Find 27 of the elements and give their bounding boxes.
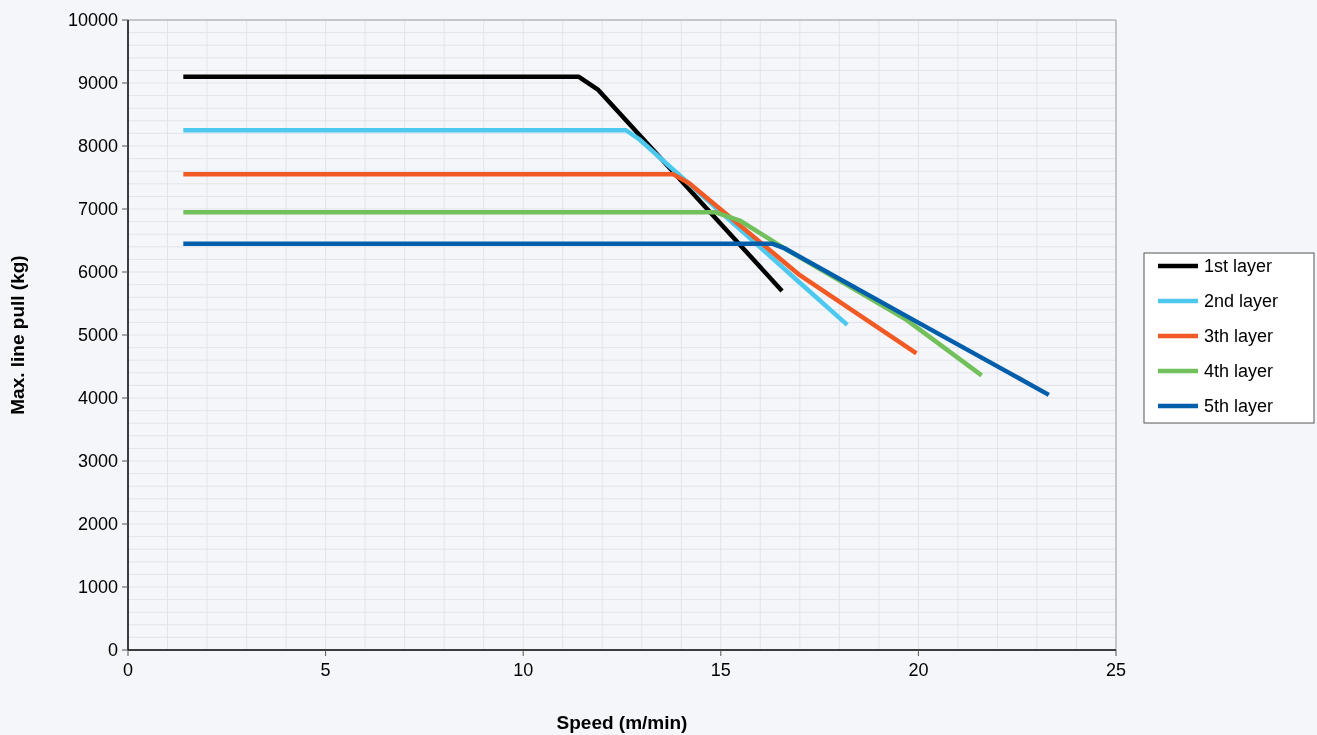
y-tick-label: 10000 bbox=[67, 10, 118, 31]
y-tick-label: 9000 bbox=[77, 73, 118, 94]
x-axis-title: Speed (m/min) bbox=[556, 712, 688, 733]
y-tick-label: 1000 bbox=[77, 577, 118, 598]
y-tick-label: 3000 bbox=[77, 451, 118, 472]
x-tick-label: 10 bbox=[513, 660, 534, 680]
y-tick-label: 7000 bbox=[77, 199, 118, 220]
x-tick-label: 20 bbox=[908, 660, 929, 680]
y-tick-label: 4000 bbox=[77, 388, 118, 409]
y-axis-title: Max. line pull (kg) bbox=[7, 255, 28, 415]
legend-label: 4th layer bbox=[1204, 361, 1274, 382]
legend-label: 5th layer bbox=[1204, 396, 1274, 417]
y-tick-label: 0 bbox=[107, 640, 118, 661]
y-tick-label: 5000 bbox=[77, 325, 118, 346]
x-tick-label: 25 bbox=[1105, 660, 1127, 680]
line-series bbox=[181, 128, 850, 328]
legend-label: 2nd layer bbox=[1204, 291, 1279, 312]
legend-label: 3th layer bbox=[1204, 326, 1274, 347]
line-series bbox=[181, 241, 1052, 398]
x-tick-label: 15 bbox=[710, 660, 731, 680]
y-tick-label: 2000 bbox=[77, 514, 118, 535]
y-tick-label: 8000 bbox=[77, 136, 118, 157]
line-series bbox=[181, 172, 919, 356]
y-tick-label: 6000 bbox=[77, 262, 118, 283]
x-tick-label: 5 bbox=[320, 660, 331, 680]
x-tick-label: 0 bbox=[122, 660, 134, 680]
legend-label: 1st layer bbox=[1204, 256, 1273, 277]
